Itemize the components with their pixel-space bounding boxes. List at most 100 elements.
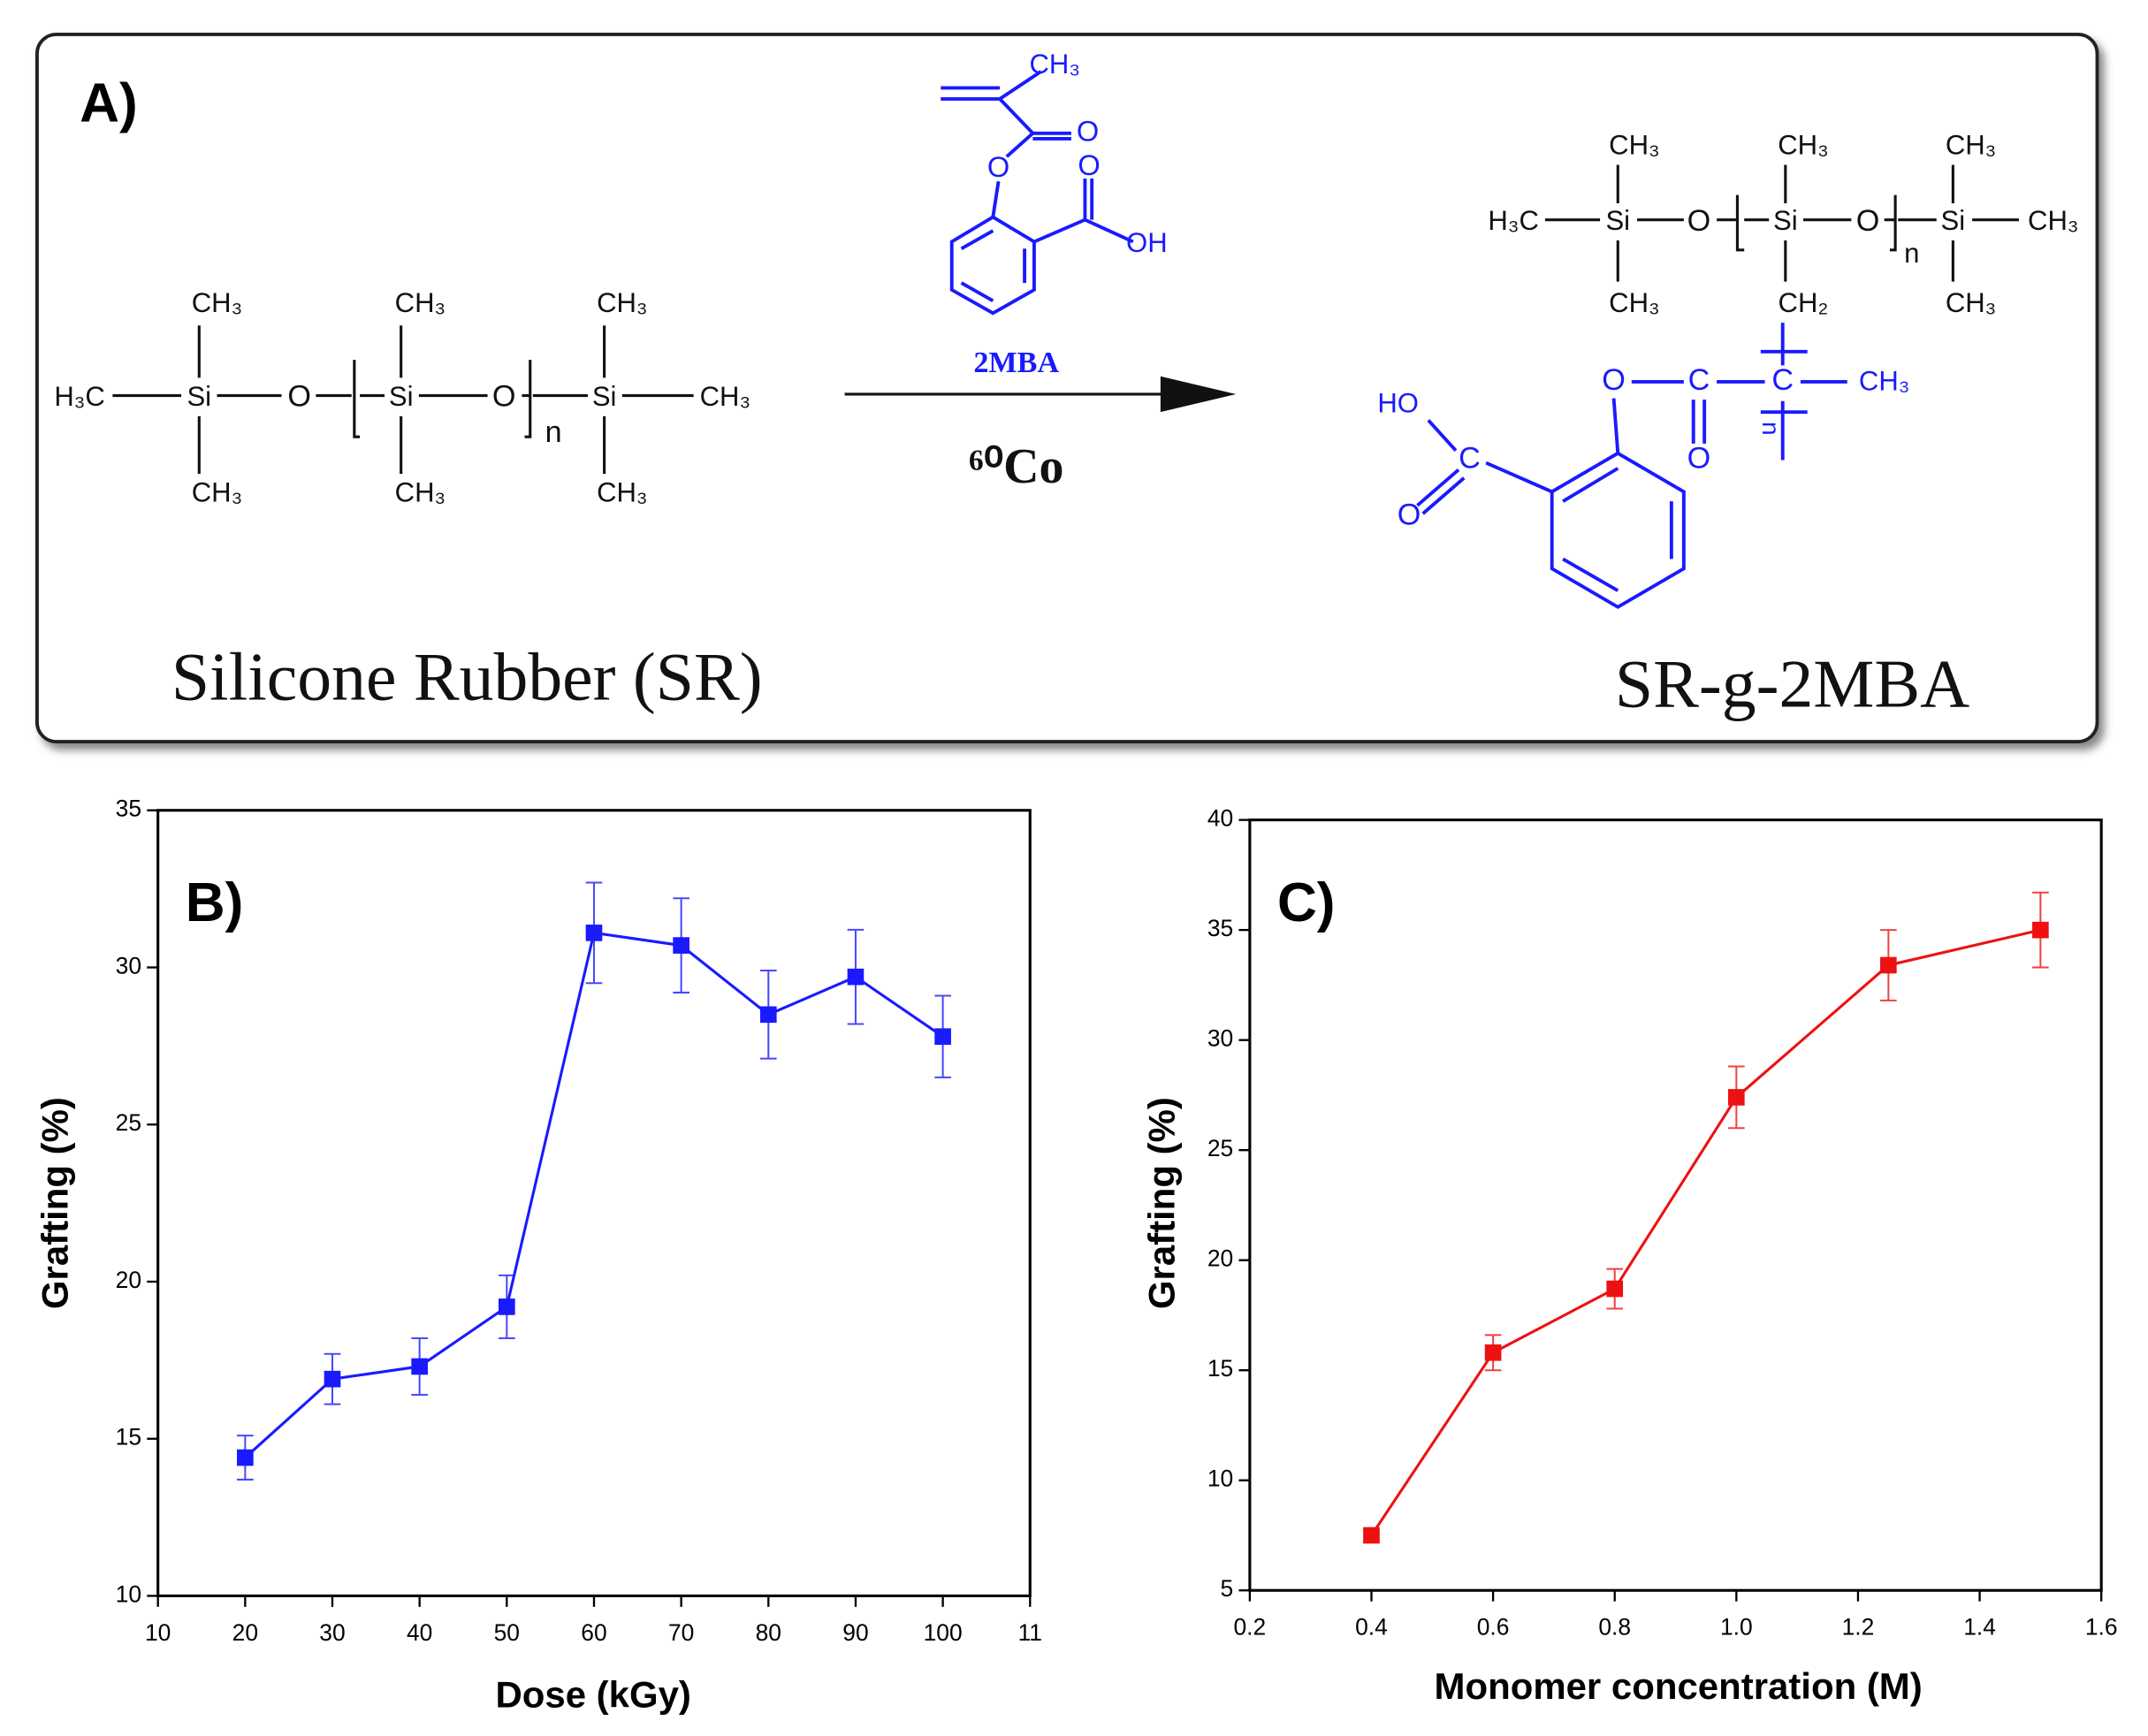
chem-label: O xyxy=(492,380,516,414)
data-point xyxy=(934,1028,951,1046)
x-tick-label: 1.6 xyxy=(2085,1614,2118,1641)
data-point xyxy=(498,1298,515,1315)
x-tick-label: 1.2 xyxy=(1842,1614,1875,1641)
chem-label: O xyxy=(1078,148,1100,181)
chem-label: n xyxy=(545,415,562,449)
y-tick-label: 35 xyxy=(1207,915,1233,941)
chem-label: H₃C xyxy=(1488,205,1539,236)
scheme-box xyxy=(35,32,2099,744)
data-point xyxy=(1363,1527,1380,1544)
x-tick-label: 80 xyxy=(756,1619,781,1646)
x-tick-label: 0.2 xyxy=(1234,1614,1267,1641)
x-tick-label: 0.4 xyxy=(1355,1614,1388,1641)
data-point xyxy=(411,1358,428,1375)
chem-label: O xyxy=(987,150,1009,183)
chem-label: n xyxy=(1757,422,1785,436)
chem-label: n xyxy=(1904,238,1919,269)
product-graft xyxy=(1416,323,1847,610)
chem-label: ⁶⁰Co xyxy=(969,439,1064,494)
arrow-head xyxy=(1160,376,1237,413)
chem-label: C xyxy=(1459,442,1481,476)
data-point xyxy=(847,968,865,986)
chem-label: O xyxy=(1687,442,1711,476)
x-axis-label: Dose (kGy) xyxy=(495,1674,690,1716)
chem-label: O xyxy=(1398,498,1421,531)
chem-label: OH xyxy=(1126,227,1168,258)
y-tick-label: 25 xyxy=(116,1109,141,1136)
data-line xyxy=(244,931,944,1459)
chem-label: SR-g-2MBA xyxy=(1615,645,1969,721)
x-tick-label: 70 xyxy=(668,1619,694,1646)
data-point xyxy=(673,937,689,954)
x-tick-label: 0.6 xyxy=(1477,1614,1510,1641)
panel-label: A) xyxy=(80,73,138,134)
chem-label: CH₃ xyxy=(1609,287,1660,318)
chem-label: CH₃ xyxy=(395,477,446,508)
data-point xyxy=(237,1449,254,1466)
chem-label: CH₃ xyxy=(1946,287,1997,318)
y-tick-label: 15 xyxy=(116,1424,141,1450)
chem-label: CH₃ xyxy=(1859,366,1910,397)
data-point xyxy=(759,1006,777,1024)
y-tick-label: 30 xyxy=(116,952,141,978)
chem-label: 2MBA xyxy=(973,346,1059,379)
data-point xyxy=(1880,956,1897,974)
data-line xyxy=(1370,928,2041,1536)
chem-label: O xyxy=(1687,204,1711,238)
data-point xyxy=(1606,1280,1624,1298)
data-point xyxy=(1484,1344,1502,1361)
x-tick-label: 10 xyxy=(145,1619,171,1646)
x-tick-label: 1.0 xyxy=(1720,1614,1753,1641)
chem-label: CH₃ xyxy=(1778,130,1829,161)
chem-label: CH₃ xyxy=(1609,130,1660,161)
chem-label: Si xyxy=(1941,205,1966,236)
x-tick-label: 20 xyxy=(232,1619,258,1646)
chem-label: CH₃ xyxy=(2028,205,2079,236)
y-tick-label: 30 xyxy=(1207,1025,1233,1052)
monomer-bonds xyxy=(941,70,1134,316)
chem-label: O xyxy=(1077,114,1099,147)
chem-label: CH₃ xyxy=(700,381,751,412)
x-tick-label: 11 xyxy=(1018,1619,1042,1646)
y-tick-label: 10 xyxy=(1207,1466,1233,1492)
y-tick-label: 25 xyxy=(1207,1135,1233,1161)
chem-label: CH₃ xyxy=(597,477,648,508)
chem-label: CH₃ xyxy=(597,287,648,318)
chem-label: CH₂ xyxy=(1779,287,1829,318)
chem-label: HO xyxy=(1377,388,1419,419)
chem-label: CH₃ xyxy=(192,287,243,318)
chem-label: CH₃ xyxy=(1029,49,1080,80)
y-tick-label: 20 xyxy=(116,1267,141,1293)
x-tick-label: 0.8 xyxy=(1598,1614,1631,1641)
y-axis-label: Grafting (%) xyxy=(1141,1097,1183,1309)
chem-label: Si xyxy=(389,381,414,412)
y-tick-label: 5 xyxy=(1221,1575,1234,1602)
x-tick-label: 50 xyxy=(494,1619,520,1646)
data-point xyxy=(1728,1089,1745,1106)
x-tick-label: 60 xyxy=(581,1619,606,1646)
x-tick-label: 90 xyxy=(842,1619,868,1646)
chem-label: O xyxy=(287,380,311,414)
y-axis-label: Grafting (%) xyxy=(34,1097,75,1309)
y-tick-label: 35 xyxy=(116,796,141,822)
chem-labels: CH₃ CH₃ CH₃ H₃C Si O Si On Si CH₃ CH₃ CH₃ CH₃ Silicon… xyxy=(54,49,2078,722)
chem-label: CH₃ xyxy=(395,287,446,318)
y-tick-label: 15 xyxy=(1207,1355,1233,1382)
panel-label: C) xyxy=(1277,872,1336,933)
x-tick-label: 30 xyxy=(319,1619,345,1646)
product-backbone xyxy=(1544,164,2019,282)
data-point xyxy=(2032,921,2049,939)
x-axis-label: Monomer concentration (M) xyxy=(1435,1665,1923,1707)
y-tick-label: 20 xyxy=(1207,1245,1233,1272)
chem-label: H₃C xyxy=(54,381,105,412)
y-tick-label: 40 xyxy=(1207,805,1233,832)
x-tick-label: 1.4 xyxy=(1963,1614,1996,1641)
chem-label: Si xyxy=(1605,205,1630,236)
chem-label: CH₃ xyxy=(1946,130,1997,161)
panel-label: B) xyxy=(186,872,244,933)
x-tick-label: 40 xyxy=(407,1619,432,1646)
chem-label: Silicone Rubber (SR) xyxy=(171,639,763,715)
chem-label: C xyxy=(1771,363,1794,397)
plot-frame xyxy=(1248,819,2103,1592)
